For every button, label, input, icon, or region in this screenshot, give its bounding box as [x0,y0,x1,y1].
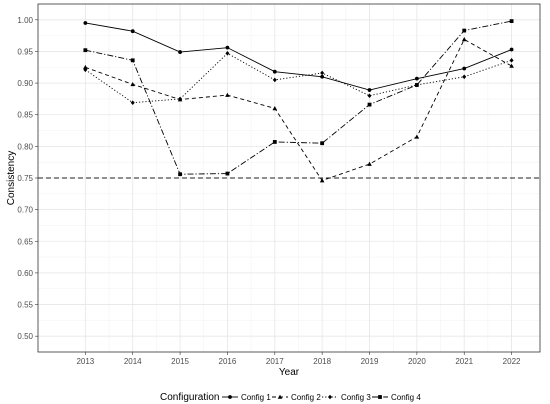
series-2 [83,37,514,183]
data-point [130,100,135,106]
y-tick-label: 0.70 [17,206,33,215]
series-line [85,22,512,91]
data-point [414,83,419,87]
x-tick-label: 2015 [171,357,189,366]
data-point [130,58,135,63]
x-tick-label: 2022 [503,357,521,366]
data-point [272,140,277,144]
x-tick-label: 2019 [361,357,379,366]
y-tick-label: 1.00 [17,16,33,25]
data-point [367,88,372,92]
legend-item-4: Config 4 [372,393,421,402]
y-tick-label: 0.85 [17,111,33,120]
data-point [509,63,514,68]
data-point [83,67,88,73]
data-point [130,29,135,34]
x-tick-label: 2017 [266,357,284,366]
x-tick-label: 2016 [219,357,237,366]
data-point [414,134,420,139]
x-axis-ticks: 2013 2014 2015 2016 2017 2018 2019 2020 2021 2022 [76,352,521,366]
y-tick-label: 0.60 [17,269,33,278]
data-point [130,81,136,87]
y-tick-label: 0.90 [17,79,33,88]
legend-label: Config 3 [341,393,371,402]
series-3 [83,51,514,106]
x-tick-label: 2014 [124,357,142,366]
data-point [83,64,88,70]
y-tick-label: 0.95 [17,47,33,56]
data-point [462,66,467,71]
legend-key-marker [378,395,382,399]
data-point [272,106,278,111]
data-point [367,102,372,107]
series-line [85,38,512,182]
series-1 [83,21,514,92]
data-point [320,70,325,76]
data-point [320,141,325,146]
data-point [225,92,230,97]
y-tick-label: 0.55 [17,301,33,310]
y-axis-title: Consistency [6,151,17,205]
x-tick-label: 2020 [408,357,426,366]
series-line [85,20,512,175]
data-point [462,74,467,80]
series-group [83,19,514,183]
x-tick-label: 2021 [455,357,473,366]
data-point [319,178,325,183]
data-point [225,171,230,176]
y-tick-label: 0.50 [17,332,33,341]
legend-item-3: Config 3 [322,393,371,402]
data-point [83,21,88,25]
data-point [178,96,183,102]
legend-item-2: Config 2 [272,393,321,402]
data-point [509,47,514,52]
y-axis-ticks: 0.50 0.55 0.60 0.65 0.70 0.75 0.80 0.85 0.90 0.95… [17,16,38,341]
data-point [509,58,514,63]
data-point [320,74,325,79]
data-point [272,77,277,83]
y-tick-label: 0.80 [17,142,33,151]
legend-key-marker [328,394,332,400]
data-point [509,19,514,23]
x-tick-label: 2013 [76,357,94,366]
data-point [178,50,182,54]
data-point [462,28,467,33]
data-point [414,76,419,81]
legend-title: Configuration [160,392,219,403]
data-point [367,161,372,166]
legend: Config 1 Config 2 Config 3 Config 4 [222,393,421,402]
legend-item-1: Config 1 [222,393,271,402]
x-tick-label: 2018 [313,357,331,366]
data-point [225,51,230,56]
legend-key-marker [277,394,283,399]
legend-key-marker [228,395,232,399]
legend-label: Config 1 [241,393,271,402]
legend-label: Config 4 [391,393,421,402]
legend-label: Config 2 [291,393,321,402]
data-point [83,48,88,53]
data-point [272,69,277,74]
y-tick-label: 0.65 [17,237,33,246]
x-axis-title: Year [279,367,300,378]
data-point [367,93,372,99]
data-point [225,45,230,50]
y-tick-label: 0.75 [17,174,33,183]
data-point [178,172,182,177]
data-point [461,37,467,42]
series-4 [83,19,514,177]
